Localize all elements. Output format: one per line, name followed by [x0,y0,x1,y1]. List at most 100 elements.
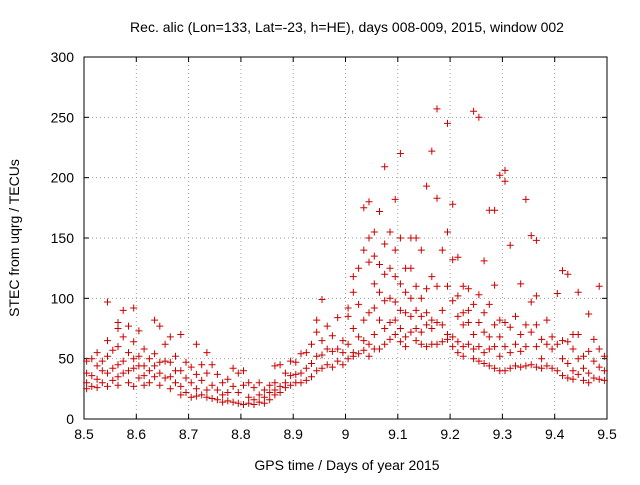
data-point [109,364,117,372]
data-point [417,294,425,302]
data-point [485,362,493,370]
data-point [287,372,295,380]
data-point [470,331,478,338]
data-point [266,381,274,389]
data-point [308,340,315,348]
data-point [255,398,263,406]
data-point [93,349,101,357]
data-point [260,393,268,401]
data-point [532,236,540,244]
data-point [449,333,457,341]
data-point [423,182,431,190]
data-point [88,372,96,380]
data-point [444,282,451,290]
data-point [475,113,483,121]
data-point [402,333,410,341]
x-tick-label: 9.3 [493,426,513,442]
data-point [161,357,169,365]
data-point [501,343,509,351]
data-point [449,297,457,305]
data-point [527,328,535,336]
data-point [564,360,572,367]
data-point [590,335,598,343]
data-point [407,264,415,272]
data-point [83,369,91,377]
data-point [475,357,483,365]
data-point [334,345,342,353]
data-point [125,322,132,330]
data-point [532,292,540,300]
data-point [548,333,556,341]
data-point [365,309,373,317]
data-point [386,319,394,326]
data-point [276,382,284,390]
data-point [328,363,336,371]
data-point [266,396,274,404]
data-point [198,361,206,369]
data-point [391,331,399,338]
chart-title: Rec. alic (Lon=133, Lat=-23, h=HE), days… [130,19,564,35]
data-point [496,333,504,341]
data-point [433,105,441,113]
data-point [224,375,232,383]
data-point [208,395,216,402]
data-point [428,273,436,281]
grid-lines [84,57,607,419]
data-point [391,246,399,254]
data-point [323,322,331,330]
data-point [438,338,446,346]
data-point [501,367,509,375]
data-point [527,232,535,240]
data-point [302,376,310,384]
data-point [417,340,425,348]
data-point [88,382,96,390]
data-point [182,374,190,382]
data-point [151,316,159,324]
data-point [559,355,566,363]
data-point [485,333,493,341]
data-point [417,312,425,320]
x-tick-label: 8.7 [179,426,199,442]
data-point [538,335,546,343]
y-tick-label: 50 [58,351,74,367]
data-point [574,288,582,296]
data-point [166,358,174,366]
data-point [271,362,279,370]
x-tick-label: 9.5 [597,426,617,442]
data-point [187,379,195,387]
data-point [480,309,488,317]
data-point [166,373,174,381]
data-point [506,349,514,357]
data-point [574,331,582,338]
data-point [229,398,237,406]
data-point [600,352,608,360]
data-point [506,241,514,249]
data-point [229,364,237,372]
data-point [438,306,446,314]
data-point [93,375,101,383]
data-point [219,379,227,387]
x-tick-label: 9.2 [440,426,460,442]
data-point [464,340,472,348]
data-point [145,367,153,375]
data-point [349,352,357,360]
data-point [323,345,331,353]
x-tick-label: 8.8 [231,426,251,442]
data-point [145,379,153,387]
data-point [532,343,540,351]
data-points [83,105,608,408]
data-point [580,352,587,360]
data-point [250,401,258,408]
data-point [402,343,410,351]
data-point [130,355,138,363]
y-axis-label: STEC from uqrg / TECUs [6,159,22,317]
data-point [475,319,483,326]
data-point [423,343,431,351]
data-point [125,367,132,375]
data-point [104,298,111,306]
data-point [491,364,499,372]
data-point [339,361,347,369]
data-point [177,367,185,375]
y-tick-label: 100 [51,290,75,306]
data-point [140,372,148,380]
